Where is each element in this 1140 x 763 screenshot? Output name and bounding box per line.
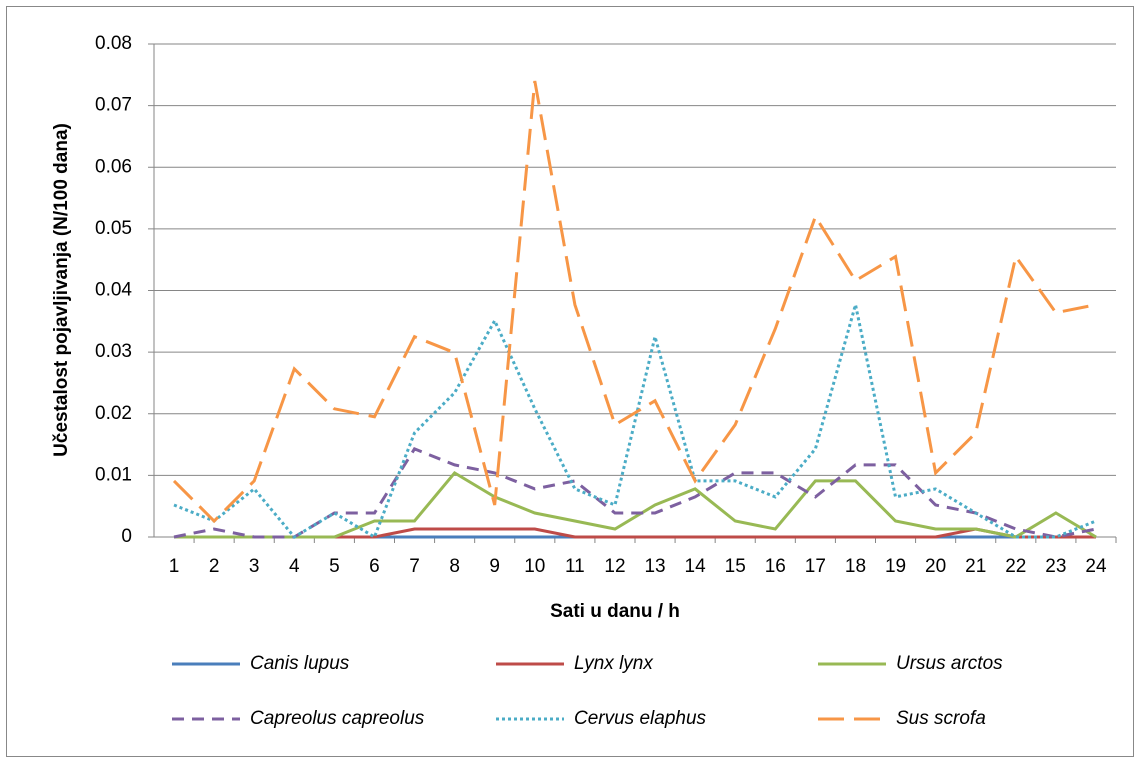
series-line xyxy=(173,304,1097,540)
legend-label: Canis lupus xyxy=(250,653,350,674)
x-tick-label: 12 xyxy=(604,556,625,577)
x-tick-label: 7 xyxy=(409,556,420,577)
x-tick-label: 22 xyxy=(1005,556,1026,577)
x-tick-label: 1 xyxy=(169,556,180,577)
y-tick-label: 0.02 xyxy=(95,403,132,424)
x-tick-label: 10 xyxy=(524,556,545,577)
x-tick-label: 6 xyxy=(369,556,380,577)
series-line xyxy=(172,80,1097,524)
x-tick-label: 13 xyxy=(644,556,665,577)
y-tick-label: 0.06 xyxy=(95,156,132,177)
series-line xyxy=(173,447,1097,539)
x-tick-label: 21 xyxy=(965,556,986,577)
x-tick-label: 24 xyxy=(1085,556,1107,577)
y-tick-label: 0 xyxy=(121,526,132,547)
y-axis-title: Učestalost pojavljivanja (N/100 dana) xyxy=(51,123,72,457)
x-tick-label: 9 xyxy=(489,556,500,577)
legend-label: Lynx lynx xyxy=(574,653,654,674)
series-line xyxy=(174,470,1097,539)
x-tick-label: 14 xyxy=(685,556,707,577)
x-tick-label: 23 xyxy=(1045,556,1066,577)
x-tick-label: 20 xyxy=(925,556,946,577)
x-tick-label: 19 xyxy=(885,556,906,577)
legend-label: Cervus elaphus xyxy=(574,708,707,729)
x-axis-title: Sati u danu / h xyxy=(550,601,680,622)
x-tick-label: 15 xyxy=(725,556,746,577)
legend-label: Sus scrofa xyxy=(896,708,986,729)
x-tick-label: 11 xyxy=(565,556,585,577)
x-tick-label: 2 xyxy=(209,556,220,577)
y-tick-label: 0.08 xyxy=(95,33,132,54)
x-tick-label: 17 xyxy=(805,556,826,577)
x-tick-label: 4 xyxy=(289,556,300,577)
chart-border xyxy=(6,6,1134,757)
x-tick-label: 8 xyxy=(449,556,460,577)
y-tick-label: 0.03 xyxy=(95,341,132,362)
y-tick-label: 0.01 xyxy=(95,464,132,485)
x-tick-label: 18 xyxy=(845,556,866,577)
legend-label: Capreolus capreolus xyxy=(250,708,425,729)
y-tick-label: 0.05 xyxy=(95,218,132,239)
y-tick-label: 0.04 xyxy=(95,280,132,301)
x-tick-label: 3 xyxy=(249,556,260,577)
x-tick-label: 16 xyxy=(765,556,786,577)
y-tick-label: 0.07 xyxy=(95,95,132,116)
legend-label: Ursus arctos xyxy=(896,653,1003,674)
x-tick-label: 5 xyxy=(329,556,340,577)
